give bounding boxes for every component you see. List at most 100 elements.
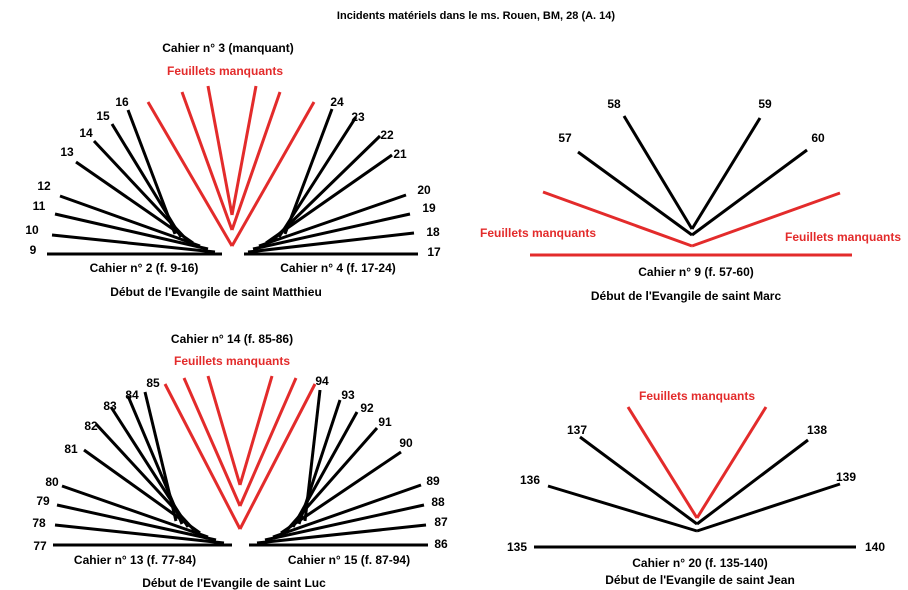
cahier-2-label: Cahier n° 2 (f. 9-16) bbox=[90, 261, 199, 275]
cahier-15-label: Cahier n° 15 (f. 87-94) bbox=[288, 553, 410, 567]
leaf-line bbox=[696, 438, 809, 526]
leaf-number: 135 bbox=[507, 540, 527, 554]
leaf-line bbox=[51, 233, 216, 254]
leaf-number: 78 bbox=[32, 516, 46, 530]
leaf-line bbox=[126, 395, 184, 525]
cahier-4-label: Cahier n° 4 (f. 17-24) bbox=[280, 261, 396, 275]
leaf-number: 87 bbox=[434, 515, 448, 529]
diagram-jean: 135 136 137 138 139 140 Feuillets manquants C… bbox=[507, 389, 885, 587]
leaf-number: 85 bbox=[146, 376, 160, 390]
leaf-line bbox=[54, 523, 225, 545]
missing-leaf-line bbox=[180, 91, 234, 231]
missing-leaves-label: Feuillets manquants bbox=[174, 354, 290, 368]
leaf-number: 22 bbox=[380, 128, 394, 142]
leaf-line bbox=[622, 115, 694, 230]
leaf-number: 24 bbox=[330, 95, 344, 109]
leaf-number: 23 bbox=[351, 110, 365, 124]
missing-leaf-line bbox=[206, 375, 242, 486]
leaf-line bbox=[579, 435, 698, 526]
leaf-line bbox=[258, 193, 407, 248]
leaf-number: 138 bbox=[807, 423, 827, 437]
leaf-number: 89 bbox=[426, 474, 440, 488]
leaf-line bbox=[61, 484, 209, 539]
leaf-number: 140 bbox=[865, 540, 885, 554]
leaf-number: 83 bbox=[103, 399, 117, 413]
leaf-number: 81 bbox=[64, 442, 78, 456]
leaf-line bbox=[143, 391, 178, 522]
leaf-number: 17 bbox=[427, 245, 441, 259]
leaf-number: 12 bbox=[37, 179, 51, 193]
leaf-number: 77 bbox=[33, 539, 47, 553]
leaf-number: 19 bbox=[422, 201, 436, 215]
leaf-number: 88 bbox=[431, 495, 445, 509]
leaf-number: 58 bbox=[607, 97, 621, 111]
missing-leaf-line bbox=[146, 101, 234, 247]
leaf-line bbox=[264, 503, 425, 542]
missing-leaves-right-label: Feuillets manquants bbox=[785, 230, 901, 244]
missing-leaf-line bbox=[238, 377, 298, 507]
leaf-line bbox=[56, 503, 217, 542]
leaf-number: 15 bbox=[96, 109, 110, 123]
leaf-number: 90 bbox=[399, 436, 413, 450]
leaf-line bbox=[54, 212, 209, 251]
leaf-line bbox=[547, 484, 698, 533]
cahier-3-label: Cahier n° 3 (manquant) bbox=[162, 41, 293, 55]
leaf-number: 93 bbox=[341, 388, 355, 402]
missing-leaf-line bbox=[182, 377, 242, 507]
diagram-luc: 77 78 79 80 81 82 83 84 85 86 87 88 89 90 91 92 93 94 Cah… bbox=[32, 332, 448, 590]
missing-leaf-line bbox=[542, 190, 693, 248]
leaf-number: 91 bbox=[378, 415, 392, 429]
leaf-number: 13 bbox=[60, 145, 74, 159]
leaf-number: 92 bbox=[360, 401, 374, 415]
leaf-number: 80 bbox=[45, 475, 59, 489]
cahier-14-label: Cahier n° 14 (f. 85-86) bbox=[171, 332, 293, 346]
leaf-line bbox=[59, 194, 201, 248]
leaf-number: 18 bbox=[426, 225, 440, 239]
leaf-line bbox=[303, 389, 322, 522]
leaf-number: 10 bbox=[25, 223, 39, 237]
missing-leaf-line bbox=[206, 85, 234, 216]
missing-leaves-label: Feuillets manquants bbox=[639, 389, 755, 403]
diagram-marc: 57 58 59 60 Feuillets manquants Feuillets m… bbox=[480, 97, 901, 303]
leaf-line bbox=[691, 148, 808, 237]
missing-leaves-left-label: Feuillets manquants bbox=[480, 226, 596, 240]
missing-leaf-line bbox=[238, 383, 317, 530]
leaf-number: 137 bbox=[567, 423, 587, 437]
leaf-number: 9 bbox=[30, 243, 37, 257]
leaf-line bbox=[126, 109, 177, 235]
leaf-number: 79 bbox=[36, 494, 50, 508]
leaf-number: 11 bbox=[33, 199, 46, 213]
missing-leaf-line bbox=[230, 101, 316, 247]
missing-leaf-line bbox=[230, 85, 258, 216]
leaf-number: 60 bbox=[811, 131, 825, 145]
cahier-20-label: Cahier n° 20 (f. 135-140) bbox=[632, 556, 768, 570]
leaf-number: 14 bbox=[79, 126, 93, 140]
missing-leaf-line bbox=[230, 91, 282, 231]
cahier-13-label: Cahier n° 13 (f. 77-84) bbox=[74, 553, 196, 567]
leaf-line bbox=[690, 117, 762, 230]
leaf-line bbox=[283, 108, 334, 235]
gospel-john-label: Début de l'Evangile de saint Jean bbox=[605, 573, 795, 587]
leaf-line bbox=[247, 231, 415, 254]
leaf-line bbox=[272, 483, 422, 539]
leaf-number: 136 bbox=[520, 473, 540, 487]
leaf-line bbox=[696, 482, 841, 533]
missing-leaf-line bbox=[238, 375, 274, 486]
leaf-number: 59 bbox=[758, 97, 772, 111]
leaf-line bbox=[252, 212, 411, 251]
leaf-number: 20 bbox=[417, 183, 431, 197]
leaf-number: 139 bbox=[836, 470, 856, 484]
leaf-number: 94 bbox=[315, 374, 329, 388]
missing-leaf-line bbox=[691, 191, 841, 248]
missing-leaf-line bbox=[163, 383, 242, 530]
gospel-mark-label: Début de l'Evangile de saint Marc bbox=[591, 289, 782, 303]
leaf-line bbox=[256, 523, 427, 545]
leaf-number: 82 bbox=[84, 419, 98, 433]
cahier-9-label: Cahier n° 9 (f. 57-60) bbox=[638, 265, 754, 279]
leaf-line bbox=[577, 150, 693, 237]
missing-leaf-line bbox=[626, 406, 699, 519]
missing-leaves-label: Feuillets manquants bbox=[167, 64, 283, 78]
leaf-number: 21 bbox=[393, 147, 407, 161]
